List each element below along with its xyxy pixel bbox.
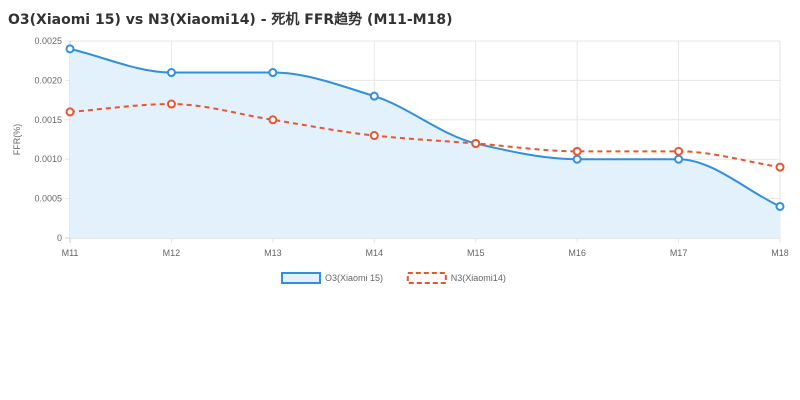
series-0-point[interactable]: [166, 68, 176, 78]
x-tick-label: M15: [467, 248, 485, 258]
x-tick-label: M13: [264, 248, 282, 258]
legend[interactable]: O3(Xiaomi 15) N3(Xiaomi14): [281, 272, 506, 284]
x-tick-label: M16: [568, 248, 586, 258]
series-0-area: [70, 48, 780, 238]
legend-label-1[interactable]: N3(Xiaomi14): [451, 273, 506, 283]
data-points: [65, 44, 785, 211]
chart-title: O3(Xiaomi 15) vs N3(Xiaomi14) - 死机 FFR趋势…: [8, 12, 453, 28]
series-0-point[interactable]: [369, 91, 379, 101]
y-axis-label: FFR(%): [12, 124, 22, 156]
x-tick-label: M17: [670, 248, 688, 258]
series-1-line: [69, 103, 781, 169]
series-1-point[interactable]: [572, 146, 582, 156]
axes: 0 0.0005 0.0010 0.0015 0.0020 0.0025 M11 M12 M13…: [12, 36, 789, 258]
x-tick-label: M11: [62, 248, 79, 258]
series-0-line: [69, 47, 781, 208]
series-1-point[interactable]: [775, 162, 785, 172]
legend-label-0[interactable]: O3(Xiaomi 15): [325, 273, 383, 283]
x-tick-label: M18: [771, 248, 789, 258]
y-tick-label: 0.0010: [34, 154, 62, 164]
series-lines: [69, 47, 781, 208]
x-tick-label: M12: [163, 248, 181, 258]
legend-swatch-1[interactable]: [406, 272, 447, 284]
series-1-point[interactable]: [65, 107, 75, 117]
series-1-point[interactable]: [674, 146, 684, 156]
y-tick-label: 0.0025: [34, 36, 62, 46]
legend-swatch-0[interactable]: [281, 272, 321, 284]
series-0-point[interactable]: [268, 68, 278, 78]
series-0-point[interactable]: [674, 154, 684, 164]
series-0-point[interactable]: [775, 201, 785, 211]
y-tick-label: 0.0020: [34, 75, 62, 85]
series-1-point[interactable]: [268, 115, 278, 125]
y-tick-label: 0: [57, 233, 62, 243]
y-tick-label: 0.0015: [34, 115, 62, 125]
y-tick-label: 0.0005: [34, 194, 62, 204]
series-1-point[interactable]: [166, 99, 176, 109]
area-fills: [70, 48, 780, 238]
series-0-point[interactable]: [65, 44, 75, 54]
series-0-point[interactable]: [572, 154, 582, 164]
series-1-point[interactable]: [471, 138, 481, 148]
series-1-point[interactable]: [369, 131, 379, 141]
x-tick-label: M14: [366, 248, 384, 258]
